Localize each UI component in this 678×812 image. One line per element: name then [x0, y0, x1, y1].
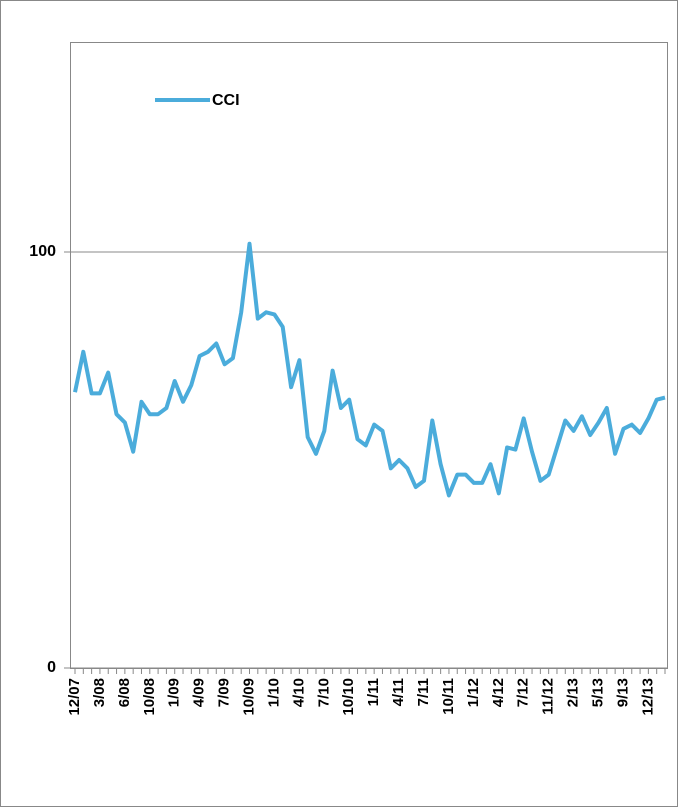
x-tick-label: 9/13	[614, 678, 631, 707]
x-tick-label: 7/11	[415, 678, 432, 706]
x-tick-label: 12/13	[639, 678, 656, 716]
x-tick-label: 4/10	[290, 678, 307, 707]
legend-label: CCI	[212, 92, 240, 109]
x-tick-label: 10/11	[440, 678, 457, 715]
x-tick-label: 10/10	[340, 678, 357, 716]
x-tick-label: 1/09	[166, 678, 183, 707]
y-tick-label: 0	[47, 659, 56, 676]
x-tick-label: 10/09	[240, 678, 257, 716]
x-tick-label: 7/09	[216, 678, 233, 707]
x-tick-label: 12/07	[66, 678, 83, 716]
x-tick-label: 5/13	[589, 678, 606, 707]
x-tick-label: 7/12	[515, 678, 532, 707]
x-tick-label: 7/10	[315, 678, 332, 707]
x-tick-label: 1/12	[465, 678, 482, 707]
y-tick-label: 100	[29, 243, 56, 260]
x-tick-label: 4/09	[191, 678, 208, 707]
x-tick-label: 6/08	[116, 678, 133, 707]
series-line	[73, 241, 666, 498]
x-tick-label: 4/11	[390, 678, 407, 706]
x-tick-label: 11/12	[540, 678, 557, 715]
x-tick-label: 4/12	[490, 678, 507, 707]
x-tick-label: 1/10	[265, 678, 282, 707]
x-tick-label: 3/08	[91, 678, 108, 707]
x-tick-label: 10/08	[141, 678, 158, 716]
x-tick-label: 2/13	[565, 678, 582, 707]
x-tick-label: 1/11	[365, 678, 382, 706]
